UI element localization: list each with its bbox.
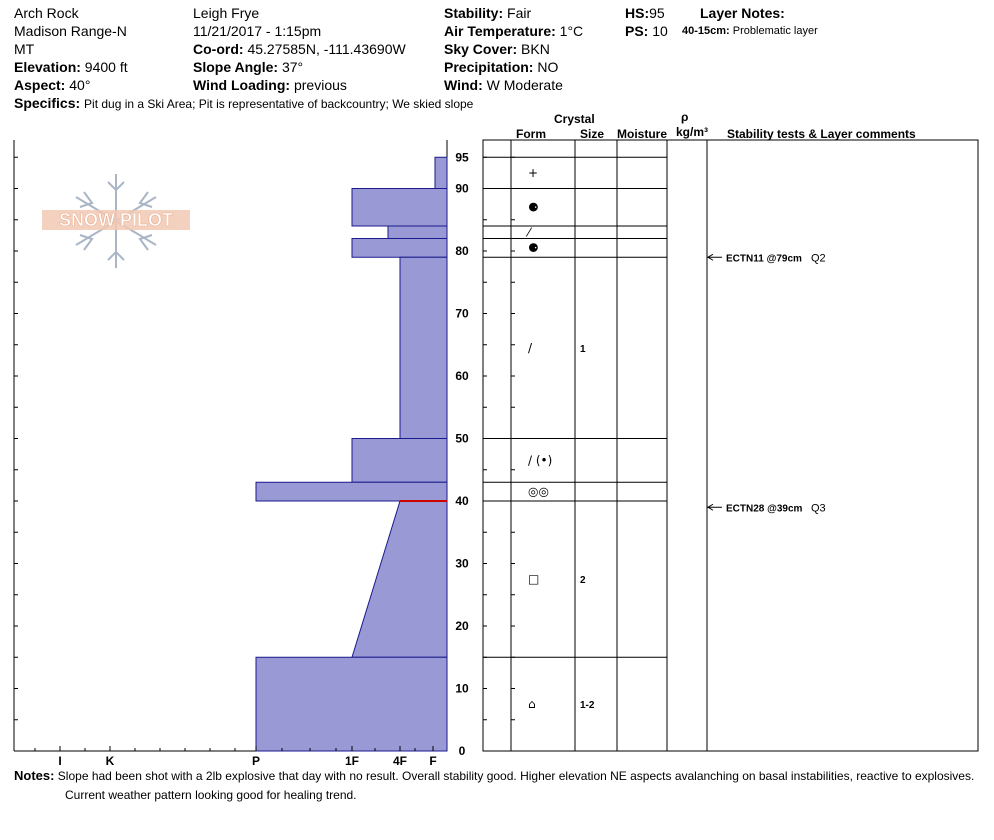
stability: Stability: Fair [444, 5, 532, 21]
depth-tick-label: 60 [455, 369, 469, 383]
crystal-form-symbol: ◎◎ [528, 485, 549, 499]
crystal-form-symbol: □ [528, 572, 539, 586]
datetime: 11/21/2017 - 1:15pm [193, 23, 322, 39]
layer-note: 40-15cm: Problematic layer [682, 25, 818, 37]
column-size: Size [580, 127, 605, 141]
precipitation: Precipitation: NO [444, 59, 559, 75]
depth-tick-label: 90 [455, 182, 469, 196]
depth-tick-label: 70 [455, 307, 469, 321]
specifics: Specifics: Pit dug in a Ski Area; Pit is… [14, 95, 474, 111]
hardness-tick-label: 1F [345, 754, 359, 768]
crystal-size: 1 [580, 344, 586, 355]
hardness-layer [255, 656, 448, 752]
hardness-tick-label: P [252, 754, 260, 768]
column-form: Form [516, 127, 546, 141]
stability-test-arrow [707, 503, 714, 511]
crystal-form-symbol: ⚈ [528, 241, 539, 255]
hardness-layer [351, 500, 448, 658]
column-rho: ρ [681, 110, 689, 124]
hardness-layer [255, 481, 448, 502]
notes-line-2: Current weather pattern looking good for… [65, 788, 357, 802]
range: Madison Range-N [14, 23, 127, 39]
state: MT [14, 41, 35, 57]
hardness-layer [351, 238, 448, 258]
hardness-layer [351, 438, 448, 483]
crystal-form-symbol: / (•) [528, 453, 552, 467]
crystal-size: 1-2 [580, 700, 595, 711]
sky-cover: Sky Cover: BKN [444, 41, 550, 57]
height-of-snow: HS:95 [625, 5, 665, 21]
crystal-form-symbol: + [528, 166, 538, 180]
depth-tick-label: 20 [455, 619, 469, 633]
crystal-size: 2 [580, 575, 586, 586]
stability-test-arrow [707, 253, 714, 261]
coordinates: Co-ord: 45.27585N, -111.43690W [193, 41, 406, 57]
stability-test-result: ECTN11 @79cm [726, 253, 802, 264]
hardness-tick-label: 4F [393, 754, 407, 768]
header-depth-block: HS:95 PS: 10 [625, 4, 668, 40]
layer-table-frame [482, 139, 979, 752]
hardness-tick-label: K [106, 754, 115, 768]
wind-loading: Wind Loading: previous [193, 77, 347, 93]
hardness-layer [387, 225, 448, 239]
notes: Notes: Slope had been shot with a 2lb ex… [14, 766, 994, 805]
layer-notes-title: Layer Notes: [700, 5, 785, 21]
depth-tick-label: 10 [455, 682, 469, 696]
slope-angle: Slope Angle: 37° [193, 59, 304, 75]
column-crystal: Crystal [554, 112, 595, 126]
column-stability-comments: Stability tests & Layer comments [727, 127, 916, 141]
layer-notes-block: Layer Notes: 40-15cm: Problematic layer [682, 4, 818, 40]
crystal-form-symbol: ⚈ [528, 200, 539, 214]
wind: Wind: W Moderate [444, 77, 563, 93]
stability-test-quality: Q2 [811, 252, 826, 264]
depth-tick-label: 30 [455, 557, 469, 571]
hardness-layer [399, 256, 448, 439]
hardness-tick-label: F [429, 754, 436, 768]
crystal-form-symbol: ⌂ [528, 697, 536, 711]
stability-test-quality: Q3 [811, 502, 826, 514]
air-temperature: Air Temperature: 1°C [444, 23, 584, 39]
hardness-layer [351, 188, 448, 227]
observer: Leigh Frye [193, 5, 260, 21]
header-observer-block: Leigh Frye 11/21/2017 - 1:15pm Co-ord: 4… [193, 4, 406, 94]
column-moisture: Moisture [617, 127, 668, 141]
location: Arch Rock [14, 5, 79, 21]
stability-test-result: ECTN28 @39cm [726, 503, 803, 514]
header-location-block: Arch Rock Madison Range-N MT Elevation: … [14, 4, 128, 94]
aspect: Aspect: 40° [14, 77, 91, 93]
snowpilot-logo: SNOW PILOT [42, 174, 190, 268]
header-weather-block: Stability: Fair Air Temperature: 1°C Sky… [444, 4, 583, 94]
elevation: Elevation: 9400 ft [14, 59, 128, 75]
crystal-form-symbol: ⁄ [525, 225, 533, 239]
hardness-tick-label: I [58, 754, 61, 768]
logo-text: SNOW PILOT [59, 210, 173, 230]
depth-tick-label: 0 [459, 744, 466, 758]
pit-depth: PS: 10 [625, 23, 668, 39]
column-density: kg/m³ [676, 125, 709, 139]
depth-tick-label: 80 [455, 244, 469, 258]
depth-tick-label: 40 [455, 494, 469, 508]
hardness-layer [434, 156, 448, 189]
depth-tick-label: 50 [455, 432, 469, 446]
crystal-form-symbol: / [528, 341, 533, 355]
depth-tick-label: 95 [455, 150, 469, 164]
